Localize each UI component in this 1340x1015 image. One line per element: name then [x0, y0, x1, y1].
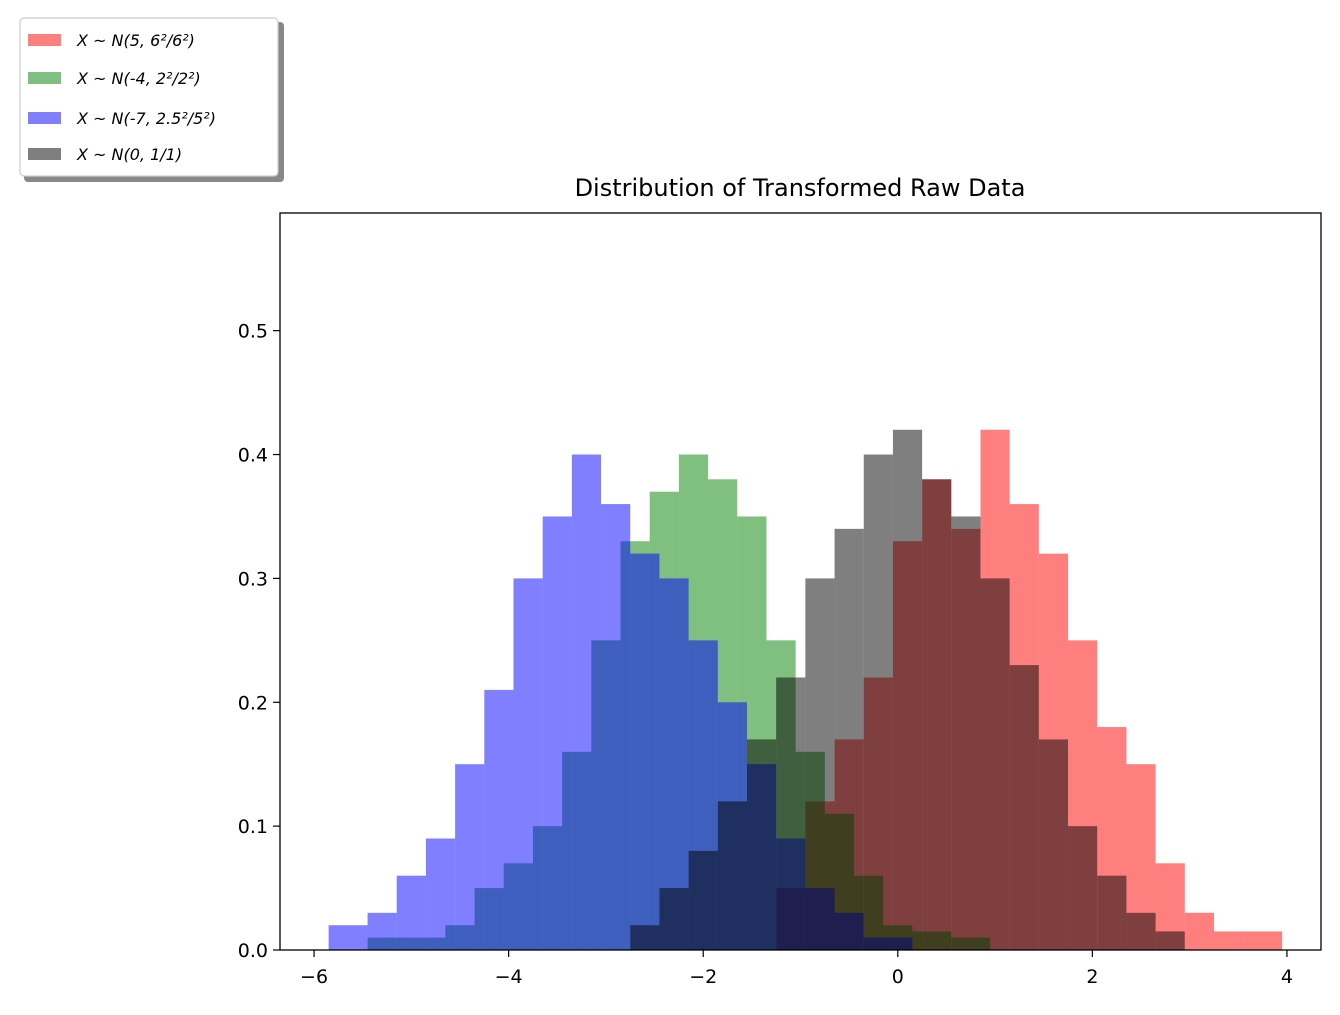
- histogram-bar: [396, 875, 426, 950]
- x-axis: −6 −4 −2 0 2 4: [300, 950, 1293, 988]
- legend-swatch-black: [28, 148, 61, 160]
- y-axis: 0.0 0.1 0.2 0.3 0.4 0.5: [238, 321, 280, 962]
- histogram-bar: [1009, 665, 1039, 950]
- histogram-bar: [805, 578, 835, 950]
- y-tick-label: 0.1: [238, 816, 268, 838]
- series-3: [630, 429, 1185, 950]
- legend-label: X ~ N(-7, 2.5²/5²): [76, 109, 216, 128]
- histogram-bar: [1184, 912, 1214, 950]
- histogram-bar: [484, 689, 514, 950]
- histogram-bar: [571, 454, 602, 950]
- y-tick-label: 0.2: [238, 692, 268, 714]
- legend-box: [19, 17, 279, 177]
- chart-title: Distribution of Transformed Raw Data: [575, 174, 1026, 202]
- histogram-bar: [688, 850, 718, 950]
- histogram-bar: [659, 888, 689, 950]
- histogram-bar: [980, 578, 1010, 950]
- y-tick-label: 0.0: [238, 940, 268, 962]
- x-tick-label: −2: [689, 966, 717, 988]
- histogram-bar: [717, 801, 747, 950]
- histogram-bar: [455, 764, 485, 950]
- x-tick-label: −4: [495, 966, 523, 988]
- histogram-bar: [513, 578, 543, 950]
- legend-label: X ~ N(5, 6²/6²): [76, 31, 195, 50]
- plot-frame: [279, 212, 1322, 951]
- legend-swatch-blue: [28, 112, 61, 124]
- y-tick-label: 0.5: [238, 321, 268, 343]
- histogram-bar: [542, 516, 572, 950]
- legend-entry: X ~ N(5, 6²/6²): [28, 31, 195, 50]
- histogram-bar: [863, 454, 893, 950]
- legend-swatch-green: [28, 72, 61, 84]
- legend-label: X ~ N(0, 1/1): [76, 145, 182, 164]
- x-tick-label: 4: [1281, 966, 1293, 988]
- histogram-bar: [367, 912, 397, 950]
- histogram-bar: [1155, 931, 1185, 950]
- x-tick-label: 0: [892, 966, 904, 988]
- histogram-bar: [630, 925, 660, 950]
- histogram-bar: [922, 479, 952, 950]
- histogram-bar: [601, 504, 631, 950]
- histogram-bar: [892, 429, 923, 950]
- histogram-bar: [328, 925, 368, 950]
- histogram-bar: [630, 553, 660, 950]
- legend-entry: X ~ N(0, 1/1): [28, 145, 182, 164]
- histogram-bar: [951, 516, 981, 950]
- x-tick-label: 2: [1086, 966, 1098, 988]
- histogram-bar: [1068, 826, 1098, 950]
- x-tick-label: −6: [300, 966, 328, 988]
- histogram-bar: [1126, 912, 1156, 950]
- histogram-bar: [1097, 875, 1127, 950]
- histogram-bar: [1213, 931, 1244, 950]
- histogram-bar: [1038, 739, 1069, 950]
- histogram-bar: [746, 739, 777, 950]
- bars-layer: [328, 429, 1283, 950]
- legend-label: X ~ N(-4, 2²/2²): [76, 69, 201, 88]
- legend: X ~ N(5, 6²/6²) X ~ N(-4, 2²/2²) X ~ N(-…: [19, 17, 284, 182]
- histogram-bar: [776, 677, 806, 950]
- histogram-bar: [1243, 931, 1283, 950]
- y-tick-label: 0.4: [238, 445, 268, 467]
- histogram-bar: [834, 528, 864, 950]
- histogram-bar: [425, 838, 456, 950]
- legend-swatch-red: [28, 34, 61, 46]
- y-tick-label: 0.3: [238, 568, 268, 590]
- legend-entry: X ~ N(-4, 2²/2²): [28, 69, 201, 88]
- legend-entry: X ~ N(-7, 2.5²/5²): [28, 109, 216, 128]
